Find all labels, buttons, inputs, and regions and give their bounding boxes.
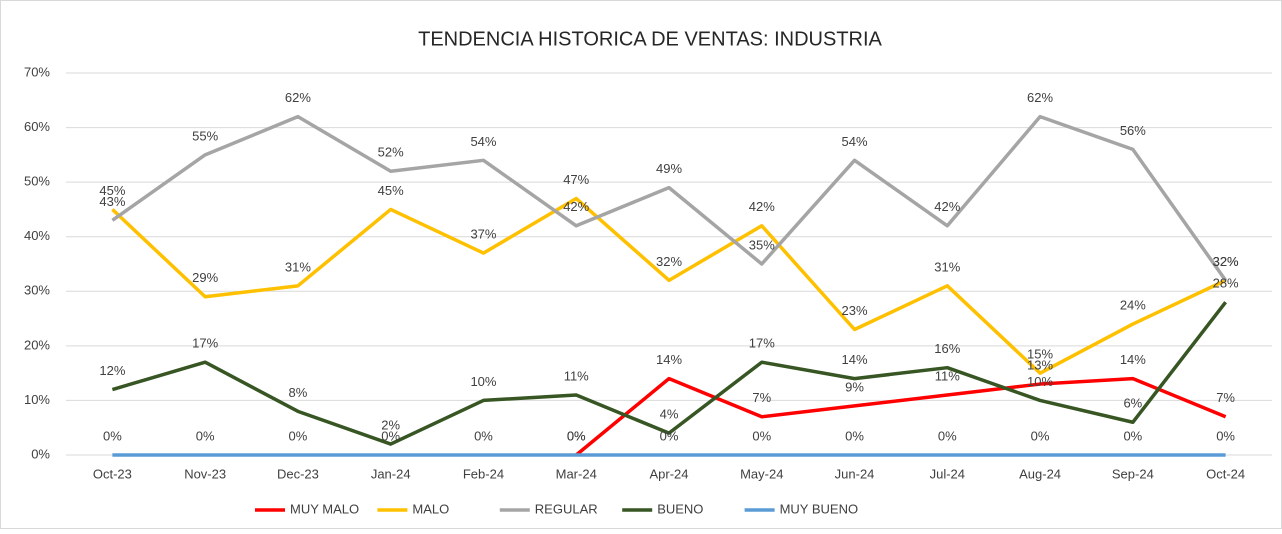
data-label: 0% <box>1031 428 1050 443</box>
data-label: 24% <box>1120 297 1146 312</box>
y-tick-label: 20% <box>24 337 50 352</box>
data-label: 0% <box>196 428 215 443</box>
data-label: 0% <box>845 428 864 443</box>
data-label: 11% <box>564 368 589 383</box>
y-tick-label: 10% <box>24 392 50 407</box>
data-label: 14% <box>656 352 682 367</box>
data-label: 28% <box>1213 276 1239 291</box>
data-label: 0% <box>474 428 493 443</box>
x-tick-label: Jan-24 <box>371 466 411 481</box>
data-label: 0% <box>567 428 586 443</box>
data-label: 0% <box>289 428 308 443</box>
x-tick-label: Jul-24 <box>930 466 965 481</box>
y-tick-label: 30% <box>24 283 50 298</box>
y-tick-label: 60% <box>24 119 50 134</box>
data-label: 55% <box>192 128 218 143</box>
data-label: 31% <box>285 259 311 274</box>
data-label: 62% <box>1027 90 1053 105</box>
data-label: 8% <box>289 385 308 400</box>
data-label: 10% <box>1027 374 1053 389</box>
data-label: 16% <box>934 341 960 356</box>
x-tick-label: Sep-24 <box>1112 466 1154 481</box>
legend-label: MUY MALO <box>290 501 359 516</box>
legend-label: REGULAR <box>535 501 598 516</box>
data-label: 0% <box>1216 428 1235 443</box>
series-line <box>111 301 1228 446</box>
data-label: 29% <box>192 270 218 285</box>
x-tick-label: Aug-24 <box>1019 466 1061 481</box>
data-label: 56% <box>1120 123 1146 138</box>
data-label: 0% <box>938 428 957 443</box>
data-label: 54% <box>842 134 868 149</box>
data-label: 11% <box>935 368 960 383</box>
chart-title: TENDENCIA HISTORICA DE VENTAS: INDUSTRIA <box>418 28 882 50</box>
y-tick-label: 70% <box>24 64 50 79</box>
data-label: 15% <box>1027 347 1053 362</box>
data-label: 31% <box>934 259 960 274</box>
data-label: 0% <box>752 428 771 443</box>
data-label: 14% <box>1120 352 1146 367</box>
data-label: 49% <box>656 161 682 176</box>
y-tick-label: 0% <box>31 446 50 461</box>
data-label: 42% <box>563 199 589 214</box>
data-label: 23% <box>842 303 868 318</box>
data-label: 0% <box>1123 428 1142 443</box>
data-label: 0% <box>660 428 679 443</box>
series-line <box>575 376 1227 457</box>
data-label: 0% <box>567 428 586 443</box>
legend-label: MUY BUENO <box>780 501 859 516</box>
data-label: 13% <box>1027 357 1053 372</box>
data-label: 0% <box>103 428 122 443</box>
x-tick-label: Feb-24 <box>463 466 504 481</box>
data-label: 10% <box>470 374 496 389</box>
data-label: 14% <box>842 352 868 367</box>
data-label: 0% <box>381 428 400 443</box>
data-label: 35% <box>749 237 775 252</box>
data-label: 6% <box>1123 396 1142 411</box>
data-label: 42% <box>934 199 960 214</box>
y-tick-label: 50% <box>24 174 50 189</box>
data-label: 17% <box>192 336 218 351</box>
data-label: 45% <box>99 183 125 198</box>
data-label: 9% <box>845 379 864 394</box>
data-label: 32% <box>1213 254 1239 269</box>
data-label: 32% <box>1213 254 1239 269</box>
data-label: 37% <box>470 227 496 242</box>
x-tick-label: Nov-23 <box>184 466 226 481</box>
legend-label: BUENO <box>657 501 703 516</box>
data-label: 2% <box>381 418 400 433</box>
x-tick-label: Mar-24 <box>556 466 597 481</box>
data-label: 45% <box>378 183 404 198</box>
data-label: 62% <box>285 90 311 105</box>
x-tick-label: Dec-23 <box>277 466 319 481</box>
x-tick-label: Oct-24 <box>1206 466 1245 481</box>
data-label: 52% <box>378 145 404 160</box>
series-line <box>111 114 1228 282</box>
y-tick-label: 40% <box>24 228 50 243</box>
x-tick-label: Jun-24 <box>835 466 875 481</box>
legend-label: MALO <box>412 501 449 516</box>
data-label: 4% <box>660 407 679 422</box>
data-label: 17% <box>749 336 775 351</box>
data-label: 7% <box>1216 390 1235 405</box>
x-tick-label: Apr-24 <box>649 466 688 481</box>
data-label: 43% <box>99 194 125 209</box>
series-line <box>111 196 1227 375</box>
x-tick-label: Oct-23 <box>93 466 132 481</box>
data-label: 32% <box>656 254 682 269</box>
data-label: 47% <box>563 172 589 187</box>
data-label: 7% <box>752 390 771 405</box>
data-label: 54% <box>470 134 496 149</box>
data-label: 42% <box>749 199 775 214</box>
data-label: 12% <box>99 363 125 378</box>
x-tick-label: May-24 <box>740 466 783 481</box>
